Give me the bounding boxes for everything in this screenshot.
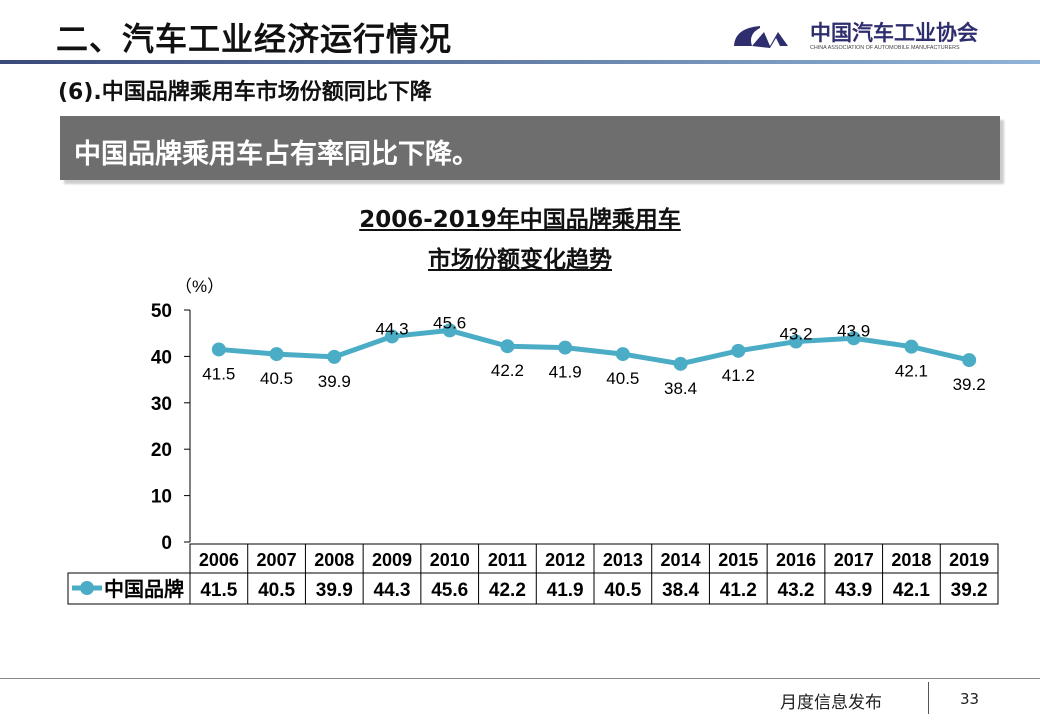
x-tick-label: 2011 [488,550,527,570]
data-point [500,339,515,354]
y-axis-unit: （%） [175,277,224,296]
x-tick-label: 2010 [430,550,470,570]
x-tick-label: 2017 [834,550,874,570]
y-tick-label: 20 [151,440,172,461]
data-label: 42.2 [491,361,524,380]
x-tick-label: 2006 [199,550,239,570]
data-label: 42.1 [895,362,928,381]
x-tick-label: 2016 [776,550,816,570]
table-value: 41.9 [547,580,584,601]
section-subtitle: (6).中国品牌乘用车市场份额同比下降 [58,80,432,105]
data-point [962,353,977,368]
table-value: 39.2 [951,580,988,601]
header-divider [0,60,1040,64]
page-number: 33 [960,690,980,708]
data-point [558,340,573,355]
data-label: 41.9 [549,363,582,382]
table-value: 44.3 [374,580,411,601]
x-tick-label: 2008 [314,550,354,570]
data-point [846,331,861,346]
data-table-row [67,572,999,605]
caam-logo: 中国汽车工业协会 CHINA ASSOCIATION OF AUTOMOBILE… [730,18,1000,58]
data-point [615,347,630,362]
data-label: 43.2 [779,325,812,344]
banner [60,116,1000,180]
data-point [673,356,688,371]
data-label: 44.3 [375,319,408,338]
table-value: 39.9 [316,580,353,601]
x-tick-label: 2018 [891,550,931,570]
slide-title: 二、汽车工业经济运行情况 [56,20,453,58]
table-value: 41.5 [200,580,237,601]
data-label: 41.5 [202,364,235,383]
data-point [904,339,919,354]
data-point [385,329,399,344]
footer-separator [928,682,929,714]
data-label: 39.9 [318,372,351,391]
table-value: 42.2 [489,580,526,601]
y-tick-label: 40 [151,347,172,368]
data-label: 40.5 [260,369,293,388]
table-value: 43.2 [778,580,815,601]
x-tick-label: 2013 [603,550,643,570]
legend-marker [80,581,94,595]
footer-label: 月度信息发布 [780,693,882,713]
table-value: 40.5 [604,580,641,601]
data-label: 39.2 [953,375,986,394]
y-tick-label: 50 [151,301,172,322]
logo-subtext: CHINA ASSOCIATION OF AUTOMOBILE MANUFACT… [810,45,960,51]
data-label: 40.5 [606,369,639,388]
data-point [731,343,746,358]
footer-divider [0,678,1040,679]
table-value: 43.9 [835,580,872,601]
x-tick-label: 2009 [372,550,412,570]
y-tick-label: 10 [151,487,172,508]
caam-logo-icon: 中国汽车工业协会 CHINA ASSOCIATION OF AUTOMOBILE… [734,21,978,51]
y-tick-label: 0 [161,533,172,554]
logo-text: 中国汽车工业协会 [810,21,978,45]
data-point [327,349,342,364]
data-label: 38.4 [664,379,697,398]
x-tick-label: 2007 [257,550,297,570]
banner-text: 中国品牌乘用车占有率同比下降。 [74,139,479,170]
y-tick-label: 30 [151,394,172,415]
x-tick-label: 2019 [949,550,989,570]
series-line [218,327,970,367]
data-point [269,347,284,362]
x-tick-label: 2014 [661,550,701,570]
data-label: 41.2 [722,366,755,385]
data-point [789,334,803,349]
table-value: 38.4 [662,580,699,601]
x-tick-label: 2012 [545,550,585,570]
data-point [211,342,226,357]
legend-label: 中国品牌 [104,577,184,601]
table-value: 45.6 [431,580,468,601]
chart-title-line1: 2006-2019年中国品牌乘用车 [359,207,681,233]
table-value: 42.1 [893,580,930,601]
data-label: 45.6 [433,313,466,332]
data-point [442,323,457,338]
data-label: 43.9 [837,321,870,340]
table-value: 41.2 [720,580,757,601]
x-tick-label: 2015 [718,550,758,570]
chart-title-line2: 市场份额变化趋势 [428,247,612,273]
table-value: 40.5 [258,580,295,601]
